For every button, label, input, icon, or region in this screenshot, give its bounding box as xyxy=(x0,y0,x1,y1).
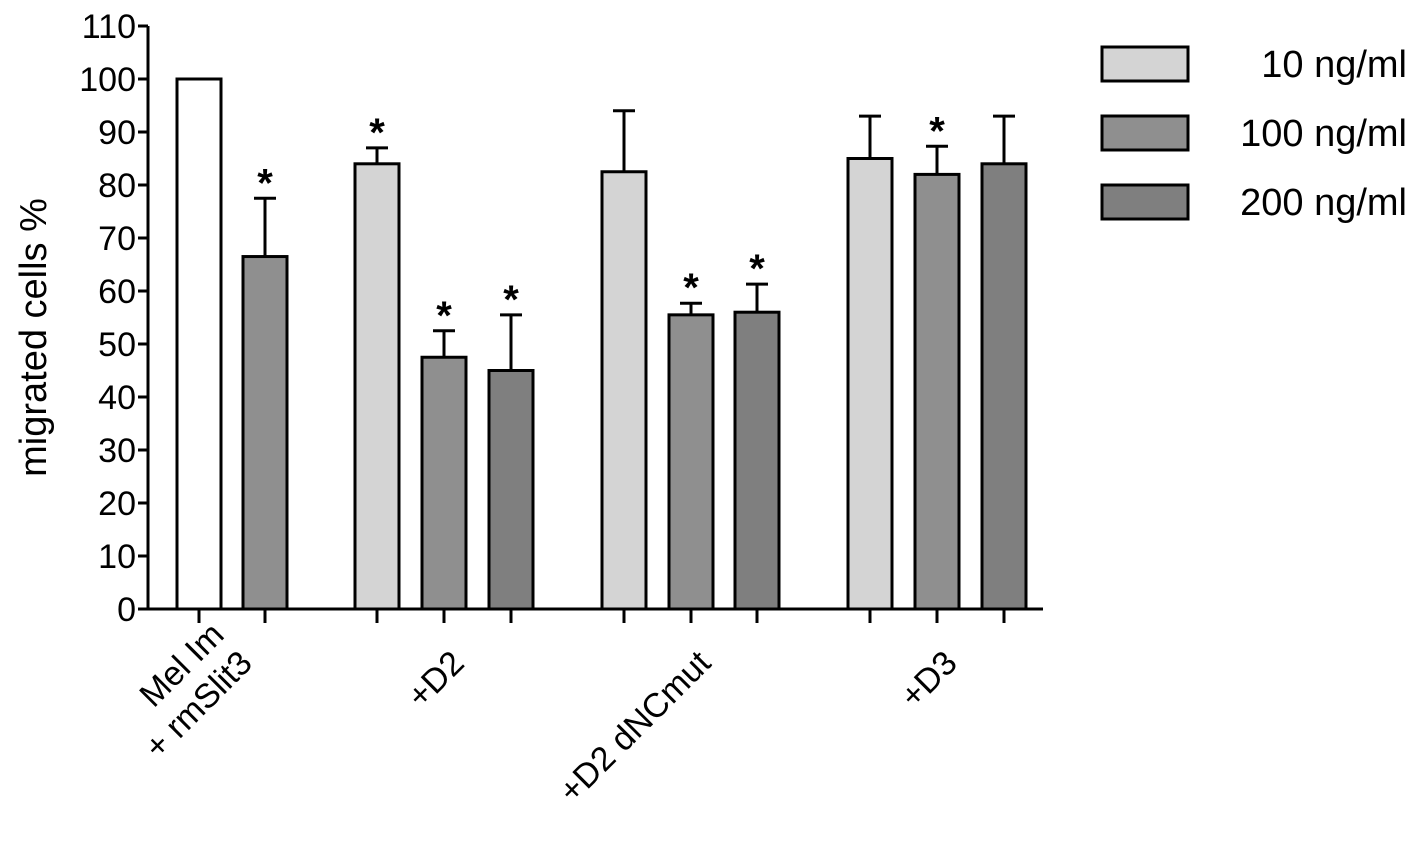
category-label: +D2 dNCmut xyxy=(552,643,719,810)
legend-swatch xyxy=(1100,45,1190,83)
y-tick-label: 60 xyxy=(98,273,136,311)
significance-marker: * xyxy=(929,109,945,153)
y-axis-title: migrated cells % xyxy=(13,198,55,477)
y-tick-label: 10 xyxy=(98,538,136,576)
y-tick-label: 20 xyxy=(98,485,136,523)
significance-marker: * xyxy=(369,111,385,155)
y-tick-label: 0 xyxy=(117,591,136,629)
legend: 10 ng/ml 100 ng/ml 200 ng/ml xyxy=(1100,44,1407,224)
legend-swatch xyxy=(1100,183,1190,221)
y-tick-label: 80 xyxy=(98,167,136,205)
error-bars-layer xyxy=(254,109,1015,371)
category-label-line: +D2 xyxy=(400,644,472,716)
bar xyxy=(487,369,535,611)
y-axis: 0 10 20 30 40 50 60 70 80 90 100 110 xyxy=(79,8,150,629)
y-tick-label: 90 xyxy=(98,114,136,152)
bar xyxy=(846,157,894,611)
bar xyxy=(175,77,223,611)
legend-label: 10 ng/ml xyxy=(1261,44,1407,86)
legend-label: 200 ng/ml xyxy=(1240,182,1407,224)
significance-marker: * xyxy=(436,294,452,338)
bar xyxy=(667,313,715,611)
bars-layer xyxy=(175,77,1028,611)
y-tick-label: 70 xyxy=(98,220,136,258)
bar xyxy=(733,310,781,611)
y-axis-title-group: migrated cells % xyxy=(13,198,55,477)
category-label: Mel Im+ rmSlit3 xyxy=(109,616,260,767)
y-tick-label: 40 xyxy=(98,379,136,417)
category-labels: Mel Im+ rmSlit3 +D2 +D2 dNCmut +D3 xyxy=(109,616,965,811)
significance-marker: * xyxy=(749,247,765,291)
significance-layer: * * * * * * * xyxy=(257,109,945,337)
bar xyxy=(600,170,648,611)
category-label-line: +D2 dNCmut xyxy=(552,643,719,810)
legend-swatch xyxy=(1100,114,1190,152)
category-label-line: +D3 xyxy=(893,644,965,716)
bar xyxy=(420,355,468,611)
x-axis xyxy=(147,607,1043,623)
bar xyxy=(241,255,289,611)
bar xyxy=(913,172,961,611)
y-tick-label: 110 xyxy=(82,8,136,46)
legend-label: 100 ng/ml xyxy=(1240,113,1407,155)
y-tick-label: 50 xyxy=(98,326,136,364)
significance-marker: * xyxy=(257,161,273,205)
significance-marker: * xyxy=(683,266,699,310)
category-label: +D2 xyxy=(400,644,472,716)
y-tick-label: 30 xyxy=(98,432,136,470)
y-tick-label: 100 xyxy=(79,61,136,99)
bar xyxy=(353,162,401,611)
category-label: +D3 xyxy=(893,644,965,716)
significance-marker: * xyxy=(503,278,519,322)
bar xyxy=(980,162,1028,611)
